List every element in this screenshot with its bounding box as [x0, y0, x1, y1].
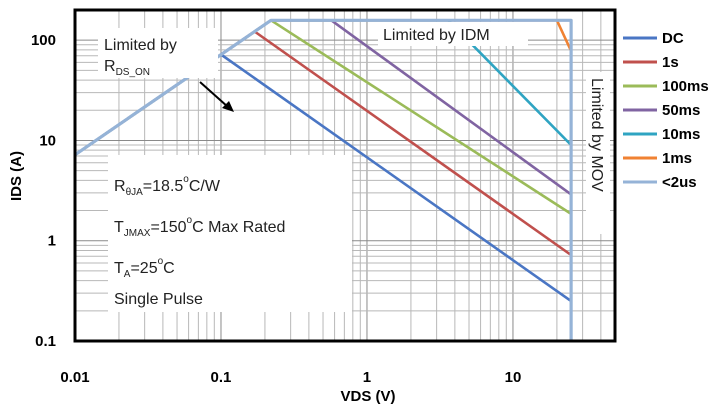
tick-labels: 0.01 0.1 1 10 0.1 1 10 100	[31, 32, 521, 386]
annotation-rds-on: Limited by RDS_ON	[98, 28, 234, 112]
y-tick-label: 1	[48, 233, 56, 250]
series-line-7	[74, 18, 573, 341]
ta-text: TA=25oC	[114, 256, 175, 280]
legend: DC 1s 100ms 50ms 10ms 1ms <2us	[623, 30, 709, 191]
legend-label: 10ms	[662, 126, 700, 143]
conditions-box: RθJA=18.5oC/W TJMAX=150oC Max Rated TA=2…	[108, 155, 352, 312]
series-lines	[74, 18, 573, 341]
rds-line1: Limited by	[104, 37, 177, 54]
legend-label: DC	[662, 30, 684, 47]
legend-label: 1s	[662, 54, 679, 71]
single-pulse-text: Single Pulse	[114, 291, 203, 308]
tjmax-text: TJMAX=150oC Max Rated	[114, 215, 285, 239]
x-tick-label: 1	[363, 369, 371, 386]
annotation-mov: Limited by MOV	[586, 72, 610, 234]
idm-label: Limited by IDM	[383, 27, 490, 44]
x-tick-label: 0.01	[60, 369, 89, 386]
y-tick-label: 10	[39, 132, 56, 149]
rds-sub: DS_ON	[116, 67, 150, 78]
rtheta-text: RθJA=18.5oC/W	[114, 174, 221, 198]
y-tick-label: 100	[31, 32, 56, 49]
x-axis-title: VDS (V)	[340, 388, 395, 405]
rds-arrow	[199, 81, 229, 108]
svg-text:RDS_ON: RDS_ON	[104, 58, 150, 78]
x-tick-label: 10	[505, 369, 522, 386]
y-tick-label: 0.1	[35, 333, 56, 350]
rds-main: R	[104, 58, 116, 75]
legend-label: 100ms	[662, 78, 709, 95]
legend-label: <2us	[662, 174, 697, 191]
legend-label: 50ms	[662, 102, 700, 119]
arrow-head-icon	[222, 101, 234, 112]
plot-frame	[73, 8, 617, 343]
x-tick-label: 0.1	[211, 369, 232, 386]
y-axis-title: IDS (A)	[8, 151, 25, 201]
annotation-idm: Limited by IDM	[378, 22, 528, 46]
mov-label: Limited by MOV	[588, 78, 605, 192]
legend-label: 1ms	[662, 150, 692, 167]
